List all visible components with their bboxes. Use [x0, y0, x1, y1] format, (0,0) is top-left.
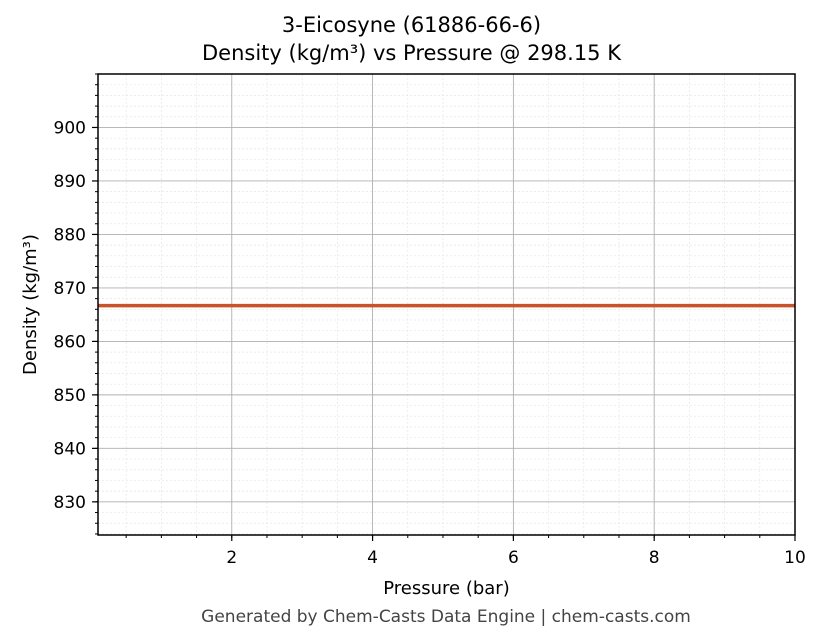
y-tick-label: 890	[54, 172, 86, 192]
x-axis-label: Pressure (bar)	[383, 578, 509, 599]
x-tick-label: 2	[226, 548, 237, 568]
y-tick-label: 860	[54, 332, 86, 352]
y-tick-label: 830	[54, 493, 86, 513]
y-tick-label: 900	[54, 118, 86, 138]
x-tick-label: 6	[508, 548, 519, 568]
footer-credit: Generated by Chem-Casts Data Engine | ch…	[201, 607, 691, 627]
plot-frame	[97, 73, 796, 536]
x-tick-label: 8	[649, 548, 660, 568]
y-tick-label: 850	[54, 386, 86, 406]
tick-labels: 2 4 6 8 10 830 840 850 860 870 880 890 900	[54, 118, 806, 568]
axis-ticks	[92, 73, 796, 541]
y-tick-label: 840	[54, 439, 86, 459]
chart-subtitle: Density (kg/m³) vs Pressure @ 298.15 K	[201, 41, 621, 65]
y-tick-label: 880	[54, 225, 86, 245]
chart-title: 3-Eicosyne (61886-66-6)	[281, 13, 542, 37]
x-tick-label: 10	[784, 548, 806, 568]
y-tick-label: 870	[54, 279, 86, 299]
x-tick-label: 4	[367, 548, 378, 568]
y-axis-label: Density (kg/m³)	[20, 234, 41, 375]
